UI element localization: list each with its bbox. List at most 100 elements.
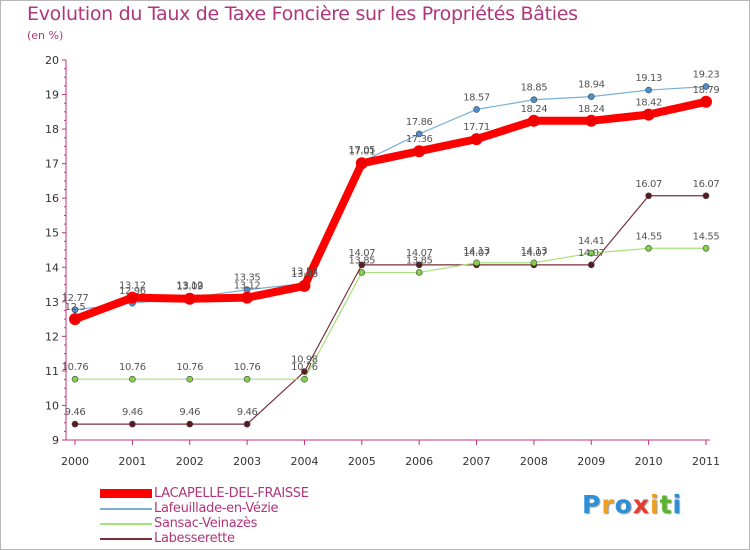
series-point-1 [473, 106, 480, 113]
data-label-0: 12.5 [65, 302, 86, 313]
data-label-3: 9.46 [179, 407, 200, 418]
series-point-3 [415, 261, 423, 269]
series-point-3 [243, 420, 251, 428]
series-point-2 [358, 269, 366, 276]
series-point-2 [129, 375, 136, 383]
series-point-2 [186, 375, 194, 383]
legend-item-sansac[interactable]: Sansac-Veinazès [100, 516, 400, 531]
data-label-3: 9.46 [237, 407, 258, 418]
unit-label: (en %) [27, 29, 64, 42]
data-label-0: 13.46 [291, 269, 318, 280]
legend-item-lacapelle[interactable]: LACAPELLE-DEL-FRAISSE [100, 486, 400, 501]
data-label-1: 19.23 [693, 70, 720, 81]
legend-label-lafeuillade: Lafeuillade-en-Vézie [154, 501, 279, 516]
brand-logo-letter: i [650, 490, 660, 519]
data-label-1: 17.86 [406, 117, 433, 128]
series-point-2 [415, 269, 423, 276]
x-tick-label: 2011 [692, 455, 720, 468]
series-line-2 [74, 247, 707, 380]
data-label-0: 13.12 [119, 281, 146, 292]
y-tick-label: 15 [45, 227, 59, 240]
data-label-0: 18.24 [521, 104, 548, 115]
series-point-1 [71, 306, 79, 314]
data-label-1: 17.05 [348, 145, 375, 156]
data-label-1: 12.96 [119, 286, 146, 297]
legend-label-labesserette: Labesserette [154, 531, 235, 546]
series-line-3 [74, 195, 707, 425]
data-label-3: 9.46 [65, 407, 86, 418]
legend-swatch-lacapelle [100, 489, 152, 498]
data-label-3: 16.07 [693, 179, 720, 190]
brand-logo-letter: i [672, 490, 683, 519]
data-label-2: 14.41 [578, 236, 605, 247]
data-label-0: 13.09 [176, 282, 203, 293]
data-label-1: 13.53 [291, 267, 318, 278]
series-point-0 [413, 145, 426, 158]
brand-logo: Proxiti [582, 490, 682, 519]
y-tick-label: 17 [45, 158, 59, 171]
data-label-2: 10.76 [291, 362, 318, 373]
y-tick-label: 20 [45, 54, 59, 67]
y-tick-label: 11 [45, 365, 59, 378]
data-label-3: 14.07 [578, 248, 605, 259]
data-label-0: 17.01 [348, 146, 375, 157]
series-point-2 [301, 375, 308, 383]
brand-logo-letter: r [601, 490, 615, 519]
data-label-0: 17.71 [463, 122, 490, 133]
data-label-0: 18.79 [693, 85, 720, 96]
series-point-3 [702, 192, 710, 200]
series-point-0 [69, 313, 81, 326]
legend-label-lacapelle: LACAPELLE-DEL-FRAISSE [154, 486, 309, 501]
series-point-2 [473, 259, 480, 267]
series-point-0 [585, 114, 598, 127]
series-point-1 [702, 83, 710, 90]
legend-item-lafeuillade[interactable]: Lafeuillade-en-Vézie [100, 501, 400, 516]
brand-logo-letter: t [659, 490, 673, 519]
data-label-1: 18.85 [521, 83, 548, 94]
data-label-2: 14.55 [693, 231, 720, 242]
legend-label-sansac: Sansac-Veinazès [154, 516, 258, 531]
data-label-1: 18.94 [578, 80, 605, 91]
y-tick-label: 13 [45, 296, 59, 309]
data-label-3: 9.46 [122, 407, 143, 418]
data-label-0: 13.12 [234, 281, 261, 292]
data-label-3: 14.07 [406, 248, 433, 259]
y-tick-label: 9 [52, 434, 59, 447]
series-point-2 [243, 375, 251, 383]
series-point-0 [298, 279, 311, 292]
series-point-3 [186, 420, 194, 428]
data-label-2: 10.76 [234, 362, 261, 373]
data-label-3: 16.07 [635, 179, 662, 190]
x-tick-label: 2010 [635, 455, 663, 468]
series-point-0 [700, 95, 712, 108]
series-point-1 [530, 96, 538, 104]
y-tick-label: 14 [45, 261, 59, 274]
data-label-1: 19.13 [635, 73, 662, 84]
legend-item-labesserette[interactable]: Labesserette [100, 531, 400, 546]
x-tick-label: 2006 [405, 455, 433, 468]
x-tick-label: 2008 [520, 455, 548, 468]
data-label-3: 14.07 [348, 248, 375, 259]
data-labels: 12.5 13.12 13.09 13.12 13.46 17.01 17.36 17.71 1… [62, 70, 720, 419]
legend: LACAPELLE-DEL-FRAISSE Lafeuillade-en-Véz… [100, 486, 400, 546]
x-tick-label: 2002 [176, 455, 204, 468]
data-label-2: 10.76 [176, 362, 203, 373]
y-tick-label: 10 [45, 399, 59, 412]
series-point-0 [642, 108, 655, 121]
series-point-1 [645, 86, 652, 94]
x-tick-label: 2009 [577, 455, 605, 468]
series-point-0 [470, 133, 483, 146]
y-tick-label: 12 [45, 330, 59, 343]
data-label-2: 10.76 [119, 362, 146, 373]
data-label-1: 13.35 [234, 273, 261, 284]
data-label-2: 10.76 [62, 362, 89, 373]
data-label-0: 17.36 [406, 134, 433, 145]
series-point-0 [241, 291, 254, 304]
x-tick-label: 2005 [348, 455, 376, 468]
data-label-1: 12.77 [62, 293, 89, 304]
series-point-2 [587, 249, 595, 257]
y-tick-label: 16 [45, 192, 59, 205]
x-tick-label: 2003 [233, 455, 261, 468]
